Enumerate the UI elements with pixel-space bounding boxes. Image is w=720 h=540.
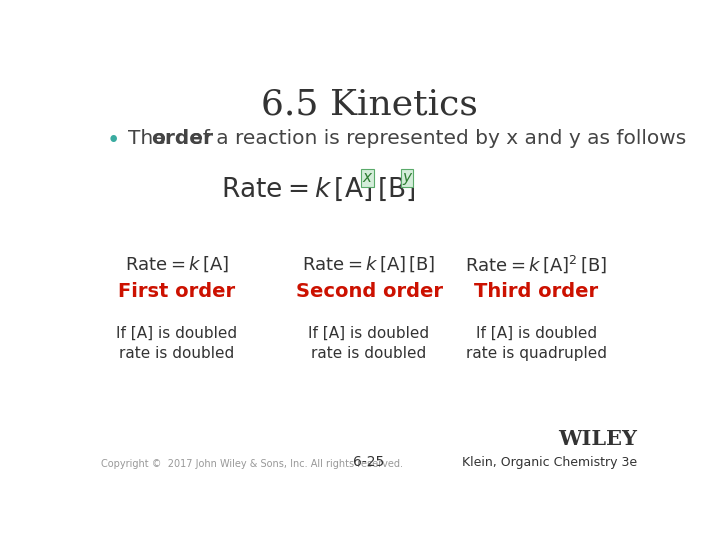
Text: rate is quadrupled: rate is quadrupled bbox=[466, 346, 607, 361]
Text: x: x bbox=[363, 171, 372, 185]
Text: $[\mathrm{B}]$: $[\mathrm{B}]$ bbox=[377, 176, 415, 203]
Text: order: order bbox=[151, 129, 213, 149]
Text: y: y bbox=[402, 171, 411, 185]
Text: Copyright ©  2017 John Wiley & Sons, Inc. All rights reserved.: Copyright © 2017 John Wiley & Sons, Inc.… bbox=[101, 459, 403, 469]
Text: If [A] is doubled: If [A] is doubled bbox=[308, 326, 430, 341]
Text: $\mathrm{Rate} = k\,[\mathrm{A}]$: $\mathrm{Rate} = k\,[\mathrm{A}]$ bbox=[125, 255, 228, 274]
Text: •: • bbox=[107, 129, 120, 152]
Text: If [A] is doubled: If [A] is doubled bbox=[476, 326, 597, 341]
Text: The: The bbox=[128, 129, 172, 149]
Text: $\mathrm{Rate} = k\,[\mathrm{A}]^2\,[\mathrm{B}]$: $\mathrm{Rate} = k\,[\mathrm{A}]^2\,[\ma… bbox=[465, 254, 608, 275]
Text: Second order: Second order bbox=[295, 282, 443, 301]
Text: rate is doubled: rate is doubled bbox=[119, 346, 234, 361]
Text: 6-25: 6-25 bbox=[354, 455, 384, 469]
Text: Third order: Third order bbox=[474, 282, 598, 301]
Text: Klein, Organic Chemistry 3e: Klein, Organic Chemistry 3e bbox=[462, 456, 637, 469]
Text: WILEY: WILEY bbox=[558, 429, 637, 449]
Text: If [A] is doubled: If [A] is doubled bbox=[116, 326, 237, 341]
Text: $\mathrm{Rate} = k\,[\mathrm{A}]$: $\mathrm{Rate} = k\,[\mathrm{A}]$ bbox=[221, 176, 372, 203]
Text: of a reaction is represented by x and y as follows: of a reaction is represented by x and y … bbox=[184, 129, 686, 149]
Text: First order: First order bbox=[118, 282, 235, 301]
Text: 6.5 Kinetics: 6.5 Kinetics bbox=[261, 87, 477, 122]
Text: rate is doubled: rate is doubled bbox=[311, 346, 427, 361]
Text: $\mathrm{Rate} = k\,[\mathrm{A}]\,[\mathrm{B}]$: $\mathrm{Rate} = k\,[\mathrm{A}]\,[\math… bbox=[302, 255, 436, 274]
